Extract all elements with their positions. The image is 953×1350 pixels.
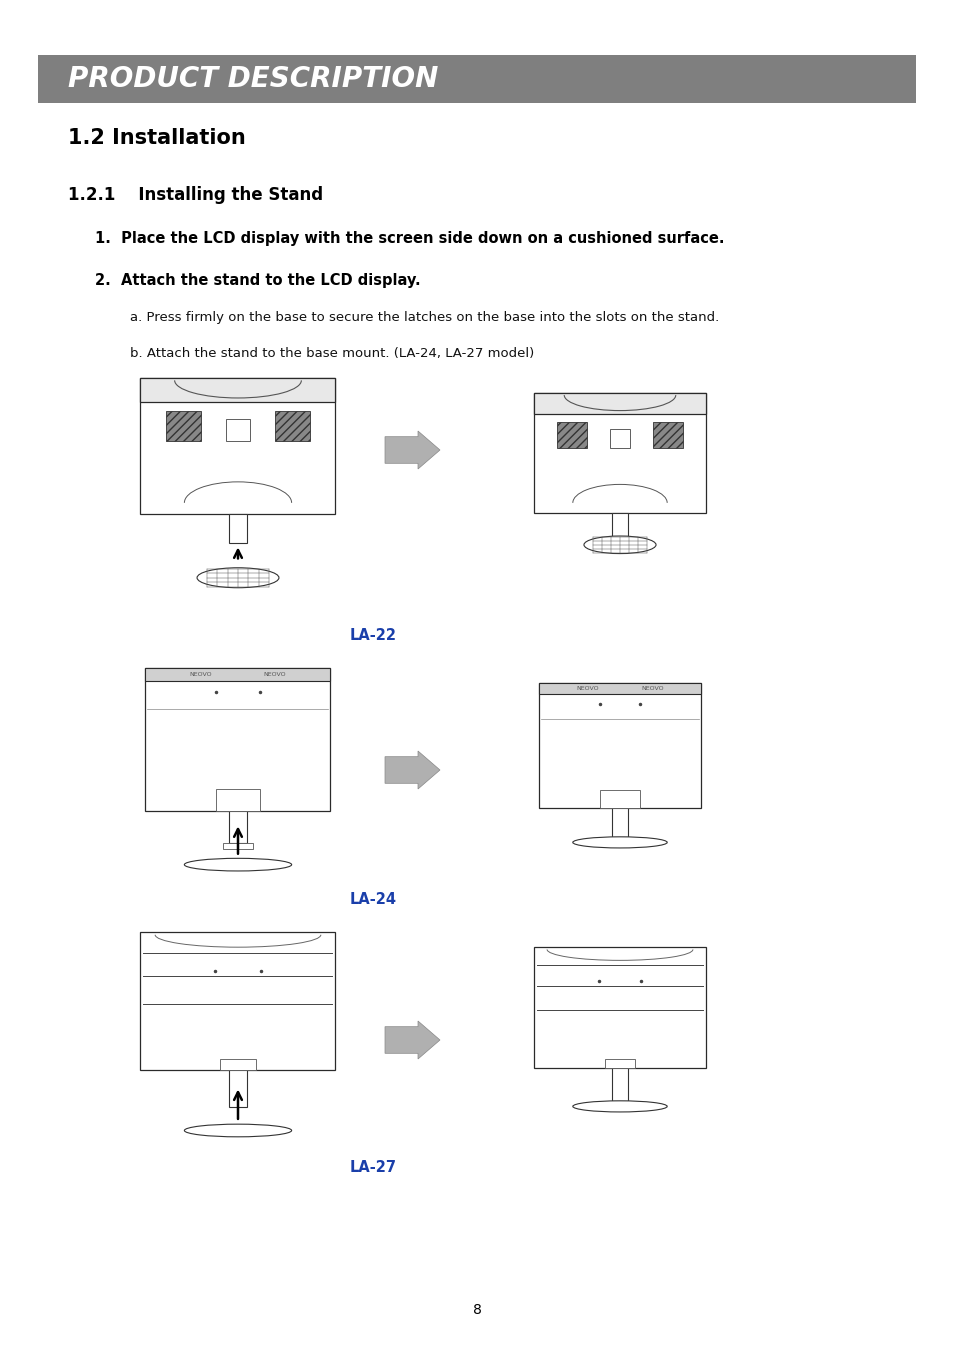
Bar bbox=[140, 931, 335, 1071]
Bar bbox=[609, 429, 630, 448]
Polygon shape bbox=[385, 751, 439, 788]
Text: NEOVO: NEOVO bbox=[263, 672, 286, 676]
Bar bbox=[166, 410, 201, 440]
Bar bbox=[611, 809, 627, 837]
Bar bbox=[534, 393, 705, 513]
Ellipse shape bbox=[572, 1100, 666, 1112]
Bar bbox=[229, 1071, 247, 1107]
Bar bbox=[538, 683, 700, 694]
Ellipse shape bbox=[572, 837, 666, 848]
Bar bbox=[612, 513, 627, 537]
Text: NEOVO: NEOVO bbox=[640, 686, 663, 691]
Bar bbox=[146, 668, 330, 680]
Bar bbox=[274, 410, 310, 440]
Ellipse shape bbox=[184, 859, 292, 871]
Bar bbox=[229, 810, 247, 842]
Text: a. Press firmly on the base to secure the latches on the base into the slots on : a. Press firmly on the base to secure th… bbox=[130, 312, 719, 324]
Ellipse shape bbox=[197, 568, 278, 587]
Text: LA-22: LA-22 bbox=[350, 628, 396, 643]
Bar bbox=[538, 683, 700, 809]
Polygon shape bbox=[385, 1021, 439, 1058]
Text: NEOVO: NEOVO bbox=[576, 686, 598, 691]
Text: 2.  Attach the stand to the LCD display.: 2. Attach the stand to the LCD display. bbox=[95, 273, 420, 288]
Bar bbox=[599, 790, 639, 809]
Bar bbox=[220, 1058, 255, 1071]
Bar bbox=[534, 946, 705, 1068]
Bar bbox=[140, 378, 335, 401]
Ellipse shape bbox=[583, 536, 656, 554]
Text: PRODUCT DESCRIPTION: PRODUCT DESCRIPTION bbox=[68, 65, 438, 93]
Bar bbox=[652, 421, 682, 448]
Text: 8: 8 bbox=[472, 1303, 481, 1318]
Bar bbox=[146, 668, 330, 810]
Polygon shape bbox=[385, 431, 439, 468]
Bar bbox=[556, 421, 587, 448]
Bar bbox=[534, 393, 705, 413]
Bar bbox=[226, 418, 250, 440]
Text: 1.2 Installation: 1.2 Installation bbox=[68, 128, 246, 148]
Bar bbox=[215, 790, 260, 810]
Text: 1.  Place the LCD display with the screen side down on a cushioned surface.: 1. Place the LCD display with the screen… bbox=[95, 231, 723, 246]
Text: b. Attach the stand to the base mount. (LA-24, LA-27 model): b. Attach the stand to the base mount. (… bbox=[130, 347, 534, 359]
Text: NEOVO: NEOVO bbox=[190, 672, 213, 676]
Bar bbox=[140, 378, 335, 514]
Bar bbox=[229, 514, 247, 543]
Bar bbox=[223, 842, 253, 849]
Bar bbox=[604, 1058, 635, 1068]
Bar bbox=[38, 55, 915, 103]
Text: LA-27: LA-27 bbox=[350, 1160, 396, 1174]
Ellipse shape bbox=[184, 1125, 292, 1137]
Text: 1.2.1    Installing the Stand: 1.2.1 Installing the Stand bbox=[68, 186, 323, 204]
Text: LA-24: LA-24 bbox=[350, 892, 396, 907]
Bar bbox=[612, 1068, 627, 1100]
